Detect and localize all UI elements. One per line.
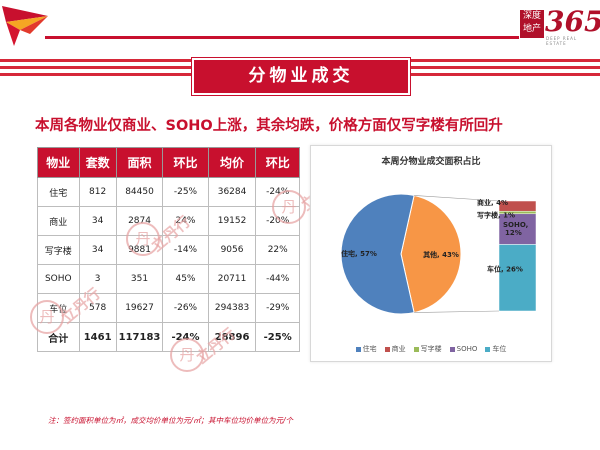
table-cell: -25% (162, 177, 209, 207)
pie-chart-panel: 本周分物业成交面积占比 住宅, 57% 其他, 43% 商业, 4% 写字楼, 1% S… (310, 145, 552, 362)
legend-item: 车位 (485, 345, 506, 353)
legend-label: 商业 (391, 345, 406, 353)
table-cell: 34 (78, 206, 117, 236)
table-cell: SOHO (37, 264, 80, 294)
footnote: 注：签约面积单位为㎡，成交均价单位为元/㎡；其中车位均价单位为元/个 (48, 416, 294, 425)
header-rule (45, 36, 519, 39)
connector-line (414, 195, 500, 202)
data-label: 车位, 26% (487, 265, 523, 274)
table-cell: -25% (255, 322, 300, 352)
table-cell: 812 (78, 177, 117, 207)
brand-number: 365 (545, 5, 600, 38)
watermark-seal: 丹 (30, 300, 64, 334)
table-cell: 117183 (115, 322, 164, 352)
table-cell: 19152 (207, 206, 257, 236)
paper-plane-logo-icon (2, 6, 48, 46)
section-banner: 分物业成交 (191, 57, 411, 96)
data-label: 写字楼, 1% (477, 211, 515, 220)
legend-item: 住宅 (355, 345, 377, 353)
table-cell: 20711 (207, 264, 257, 294)
table-cell: 24% (162, 206, 209, 236)
table-cell: -44% (255, 264, 300, 294)
legend-swatch (413, 346, 419, 352)
chart-legend: 住宅 商业 写字楼 SOHO 车位 (311, 344, 551, 354)
legend-swatch (449, 346, 455, 352)
table-cell: 22% (255, 235, 300, 265)
table-cell: 84450 (115, 177, 164, 207)
data-label: SOHO, (503, 221, 528, 229)
legend-label: 车位 (492, 345, 507, 353)
table-row: SOHO 3 351 45% 20711 -44% (37, 264, 300, 294)
data-label: 商业, 4% (477, 198, 508, 207)
pie-slice-other (400, 194, 462, 314)
legend-item: 写字楼 (413, 345, 442, 353)
table-cell: 写字楼 (37, 235, 80, 265)
brand-logo: 深度地产 365 DEEP REAL ESTATE (520, 5, 600, 46)
column-header: 环比 (162, 147, 209, 178)
table-cell: 1461 (78, 322, 117, 352)
brand-box-text: 深度地产 (520, 10, 544, 38)
column-header: 物业 (37, 147, 80, 178)
table-cell: 9056 (207, 235, 257, 265)
table-row: 写字楼 34 9881 -14% 9056 22% (37, 235, 300, 265)
table-row: 住宅 812 84450 -25% 36284 -24% (37, 177, 300, 207)
legend-swatch (355, 346, 361, 352)
table-cell: -26% (162, 293, 209, 323)
legend-label: SOHO (456, 345, 478, 353)
column-header: 环比 (255, 147, 300, 178)
legend-label: 写字楼 (420, 345, 442, 353)
table-cell: 351 (115, 264, 164, 294)
legend-label: 住宅 (362, 345, 377, 353)
chart-title: 本周分物业成交面积占比 (381, 157, 481, 167)
column-header: 面积 (115, 147, 164, 178)
connector-line (414, 310, 500, 313)
legend-item: 商业 (384, 345, 406, 353)
data-label: 12% (505, 229, 522, 237)
table-cell: 45% (162, 264, 209, 294)
table-cell: 住宅 (37, 177, 80, 207)
table-cell: -24% (162, 322, 209, 352)
table-total-row: 合计 1461 117183 -24% 28896 -25% (37, 322, 300, 352)
property-transaction-table: 物业 套数 面积 环比 均价 环比 住宅 812 84450 -25% 3628… (37, 147, 300, 352)
table-cell: 28896 (207, 322, 257, 352)
watermark-seal: 丹 (170, 338, 204, 372)
table-cell: 34 (78, 235, 117, 265)
column-header: 套数 (78, 147, 117, 178)
table-cell: -14% (162, 235, 209, 265)
watermark-seal: 丹 (272, 190, 306, 224)
legend-swatch (384, 346, 390, 352)
bar-segment-SOHO (498, 213, 537, 245)
legend-item: SOHO (449, 345, 478, 353)
pie-chart: 住宅, 57% 其他, 43% 商业, 4% 写字楼, 1%SOHO,12% 车位, 2… (340, 193, 537, 315)
data-label: 住宅, 57% (341, 249, 377, 258)
bar-segment-车位 (498, 244, 537, 312)
headline: 本周各物业仅商业、SOHO上涨，其余均跌，价格方面仅写字楼有所回升 (35, 118, 503, 134)
table-cell: 19627 (115, 293, 164, 323)
pie-slice-住宅 (340, 193, 415, 315)
legend-swatch (485, 346, 491, 352)
table-cell: -29% (255, 293, 300, 323)
table-cell: 36284 (207, 177, 257, 207)
table-header-row: 物业 套数 面积 环比 均价 环比 (37, 147, 300, 178)
table-cell: 商业 (37, 206, 80, 236)
brand-subtitle: DEEP REAL ESTATE (546, 36, 578, 46)
column-header: 均价 (207, 147, 257, 178)
data-label: 其他, 43% (423, 250, 459, 259)
watermark-seal: 丹 (126, 222, 160, 256)
table-cell: 294383 (207, 293, 257, 323)
